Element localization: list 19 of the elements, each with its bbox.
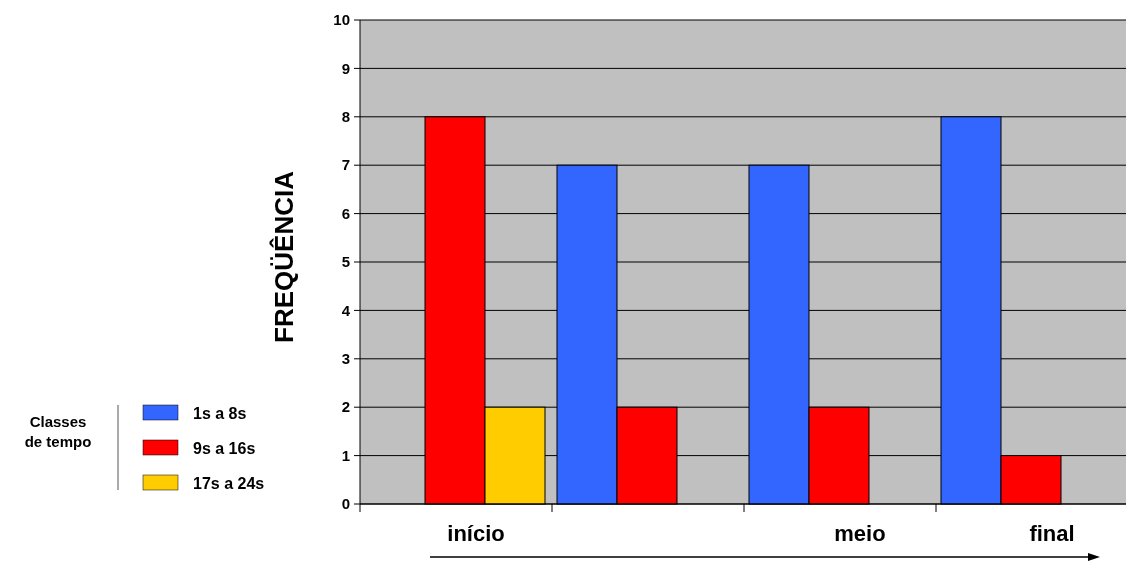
y-tick-label: 7 [341, 156, 350, 174]
y-tick-label: 0 [341, 495, 350, 513]
y-tick-label: 5 [341, 253, 350, 271]
x-tick-label: início [447, 521, 505, 546]
y-tick-label: 2 [341, 398, 350, 416]
legend-label: 17s a 24s [193, 474, 265, 492]
y-axis-title: FREQÜÊNCIA [269, 170, 299, 343]
legend-label: 9s a 16s [193, 439, 256, 457]
x-tick-label: meio [834, 521, 886, 546]
y-tick-label: 3 [341, 350, 350, 368]
legend-title: Classes de tempo [24, 413, 92, 450]
y-tick-label: 9 [341, 59, 350, 77]
x-tick-label: final [1029, 521, 1075, 546]
y-tick-label: 4 [341, 301, 351, 319]
y-tick-label: 10 [333, 11, 350, 29]
y-tick-label: 1 [341, 446, 350, 464]
y-tick-label: 8 [341, 108, 350, 126]
y-tick-label: 6 [341, 204, 350, 222]
legend-label: 1s a 8s [193, 404, 247, 422]
